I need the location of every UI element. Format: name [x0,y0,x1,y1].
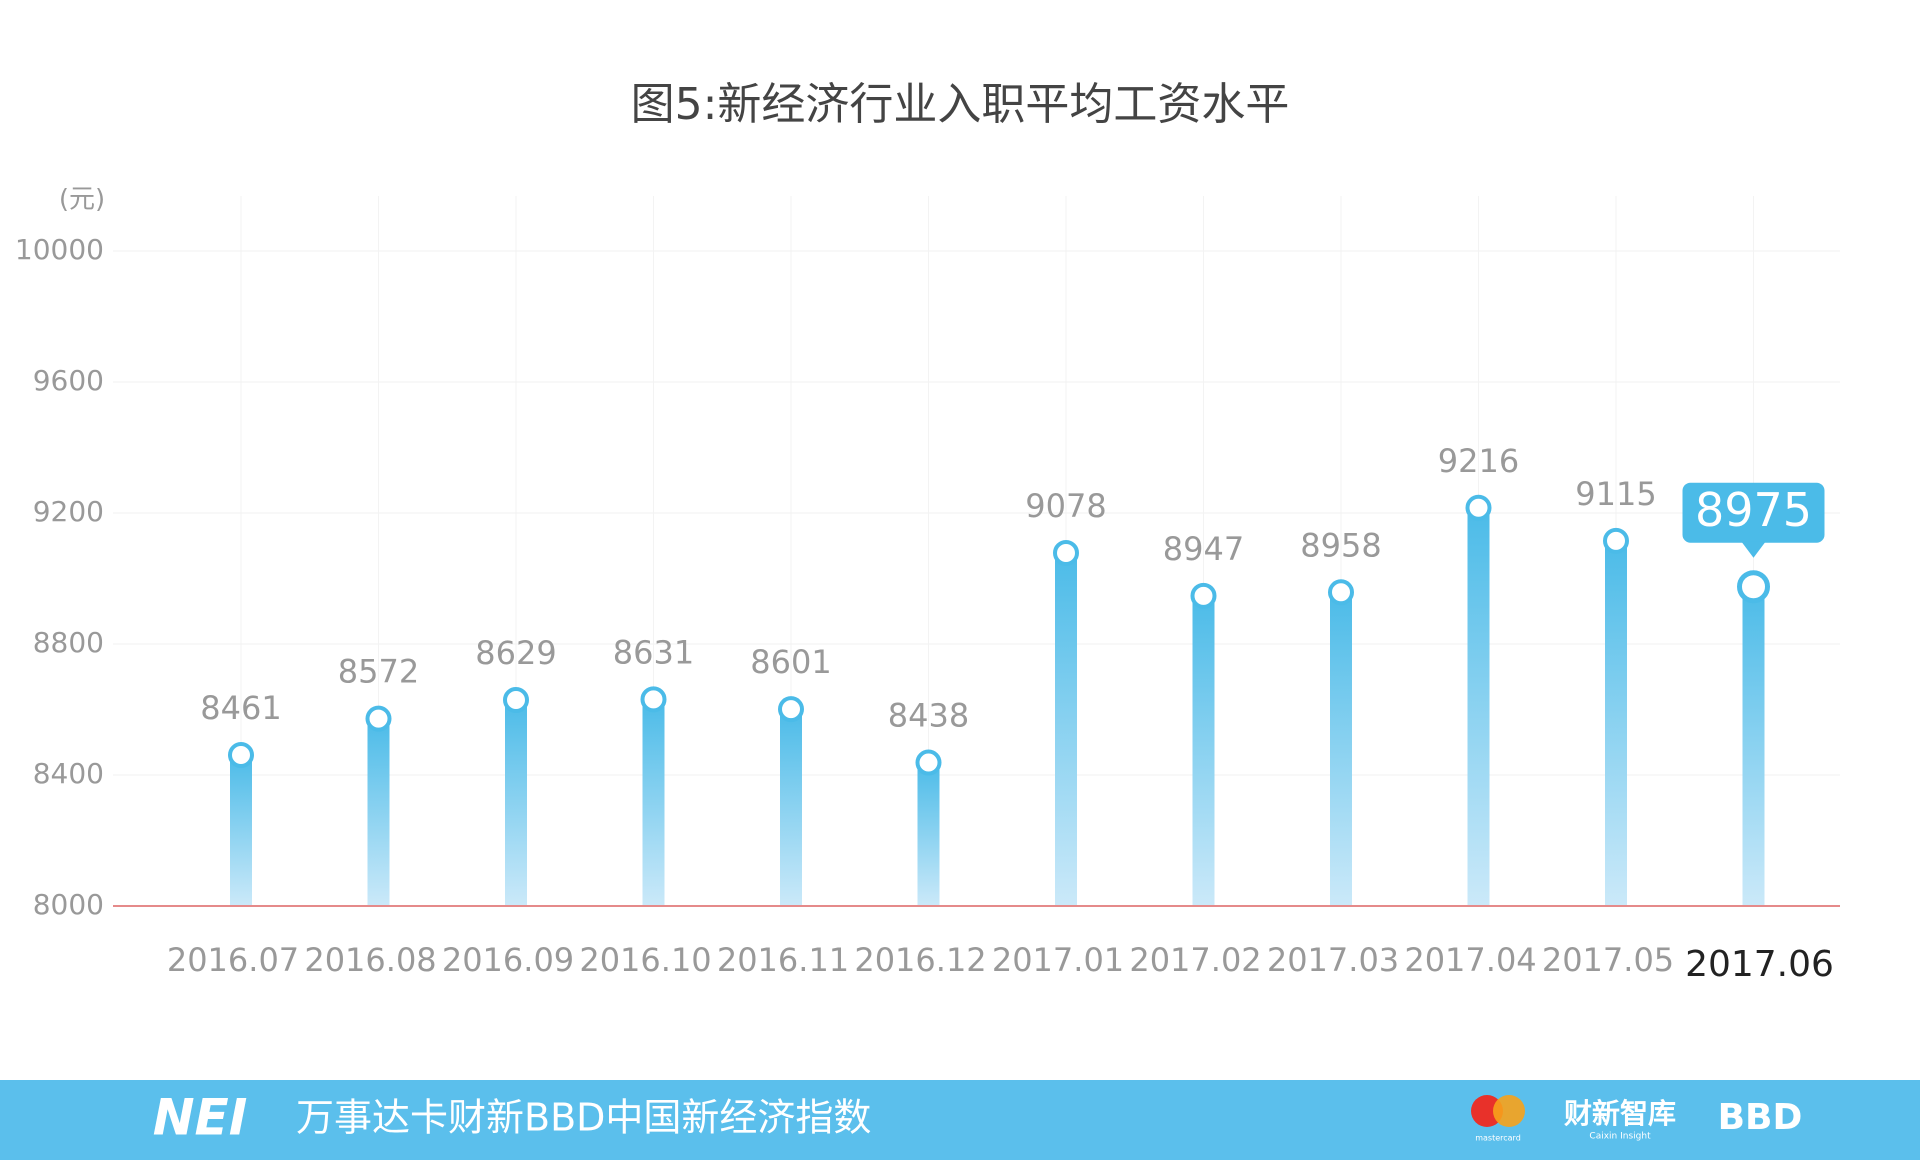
value-label: 9216 [1438,442,1519,480]
bar [780,709,802,906]
value-label: 8438 [888,697,969,735]
bar [917,762,940,906]
y-tick-label: 8800 [33,626,104,659]
bar [1467,507,1490,906]
bar [367,718,390,906]
x-tick-label: 2016.11 [717,941,849,979]
bar-cap [228,742,254,769]
y-unit-label: (元) [59,185,105,215]
bar [505,700,527,906]
bar [1055,552,1077,906]
footer-brand: NEI [153,1089,248,1147]
y-tick-label: 9600 [33,364,104,397]
x-tick-label: 2017.05 [1542,941,1674,979]
y-tick-label: 8400 [33,757,104,790]
bar [1330,592,1352,906]
x-tick-label: 2016.12 [854,941,986,979]
x-tick-label: 2016.09 [442,941,574,979]
bar [1742,586,1765,906]
logo-bbd: BBD [1718,1097,1803,1138]
value-label: 8572 [338,653,419,691]
value-label: 8975 [1695,483,1812,537]
value-label: 9115 [1575,475,1656,513]
mastercard-circle [1493,1095,1525,1127]
logo-caixin-en: Caixin Insight [1589,1132,1651,1142]
value-label: 8629 [475,634,556,672]
bar [1605,540,1627,906]
value-label: 8601 [750,643,831,681]
value-label: 8958 [1300,526,1381,564]
value-label: 8461 [200,689,281,727]
y-tick-label: 10000 [15,233,104,266]
bar [1192,595,1215,906]
y-tick-label: 9200 [33,495,104,528]
bar-cap [503,687,529,714]
footer-text: 万事达卡财新BBD中国新经济指数 [296,1096,871,1140]
x-tick-label: 2016.08 [304,941,436,979]
bar-cap [1328,579,1354,606]
bar-cap [1190,582,1217,609]
bar [230,755,252,906]
value-label: 8947 [1163,530,1244,568]
plot: 8000 8400 8800 9200 9600 10000 2016.07 8461 2016… [15,196,1840,985]
value-label: 9078 [1025,487,1106,525]
bar-cap [640,686,667,713]
value-label-box [1682,482,1825,543]
bar [642,699,665,906]
bar-cap [1053,539,1079,566]
y-tick-label: 8000 [33,888,104,921]
footer-bar [0,1080,1920,1160]
x-tick-label: 2017.03 [1267,941,1399,979]
x-tick-label: 2016.07 [167,941,299,979]
bar-cap [1737,570,1770,604]
x-tick-label: 2017.01 [992,941,1124,979]
value-label: 8631 [613,633,694,671]
x-tick-label: 2017.06 [1685,944,1834,985]
bar-cap [365,705,392,732]
value-label-pointer [1741,541,1766,558]
x-tick-label: 2017.02 [1129,941,1261,979]
bar-cap [915,749,942,776]
bar-cap [778,696,804,723]
chart-title: 图5:新经济行业入职平均工资水平 [631,79,1290,130]
x-tick-label: 2017.04 [1404,941,1536,979]
x-tick-label: 2016.10 [579,941,711,979]
mastercard-circle [1471,1095,1503,1127]
logo-mastercard: mastercard [1475,1134,1521,1143]
bar-cap [1465,494,1492,521]
bar-cap [1603,527,1629,554]
logo-caixin: 财新智库 [1564,1097,1676,1130]
